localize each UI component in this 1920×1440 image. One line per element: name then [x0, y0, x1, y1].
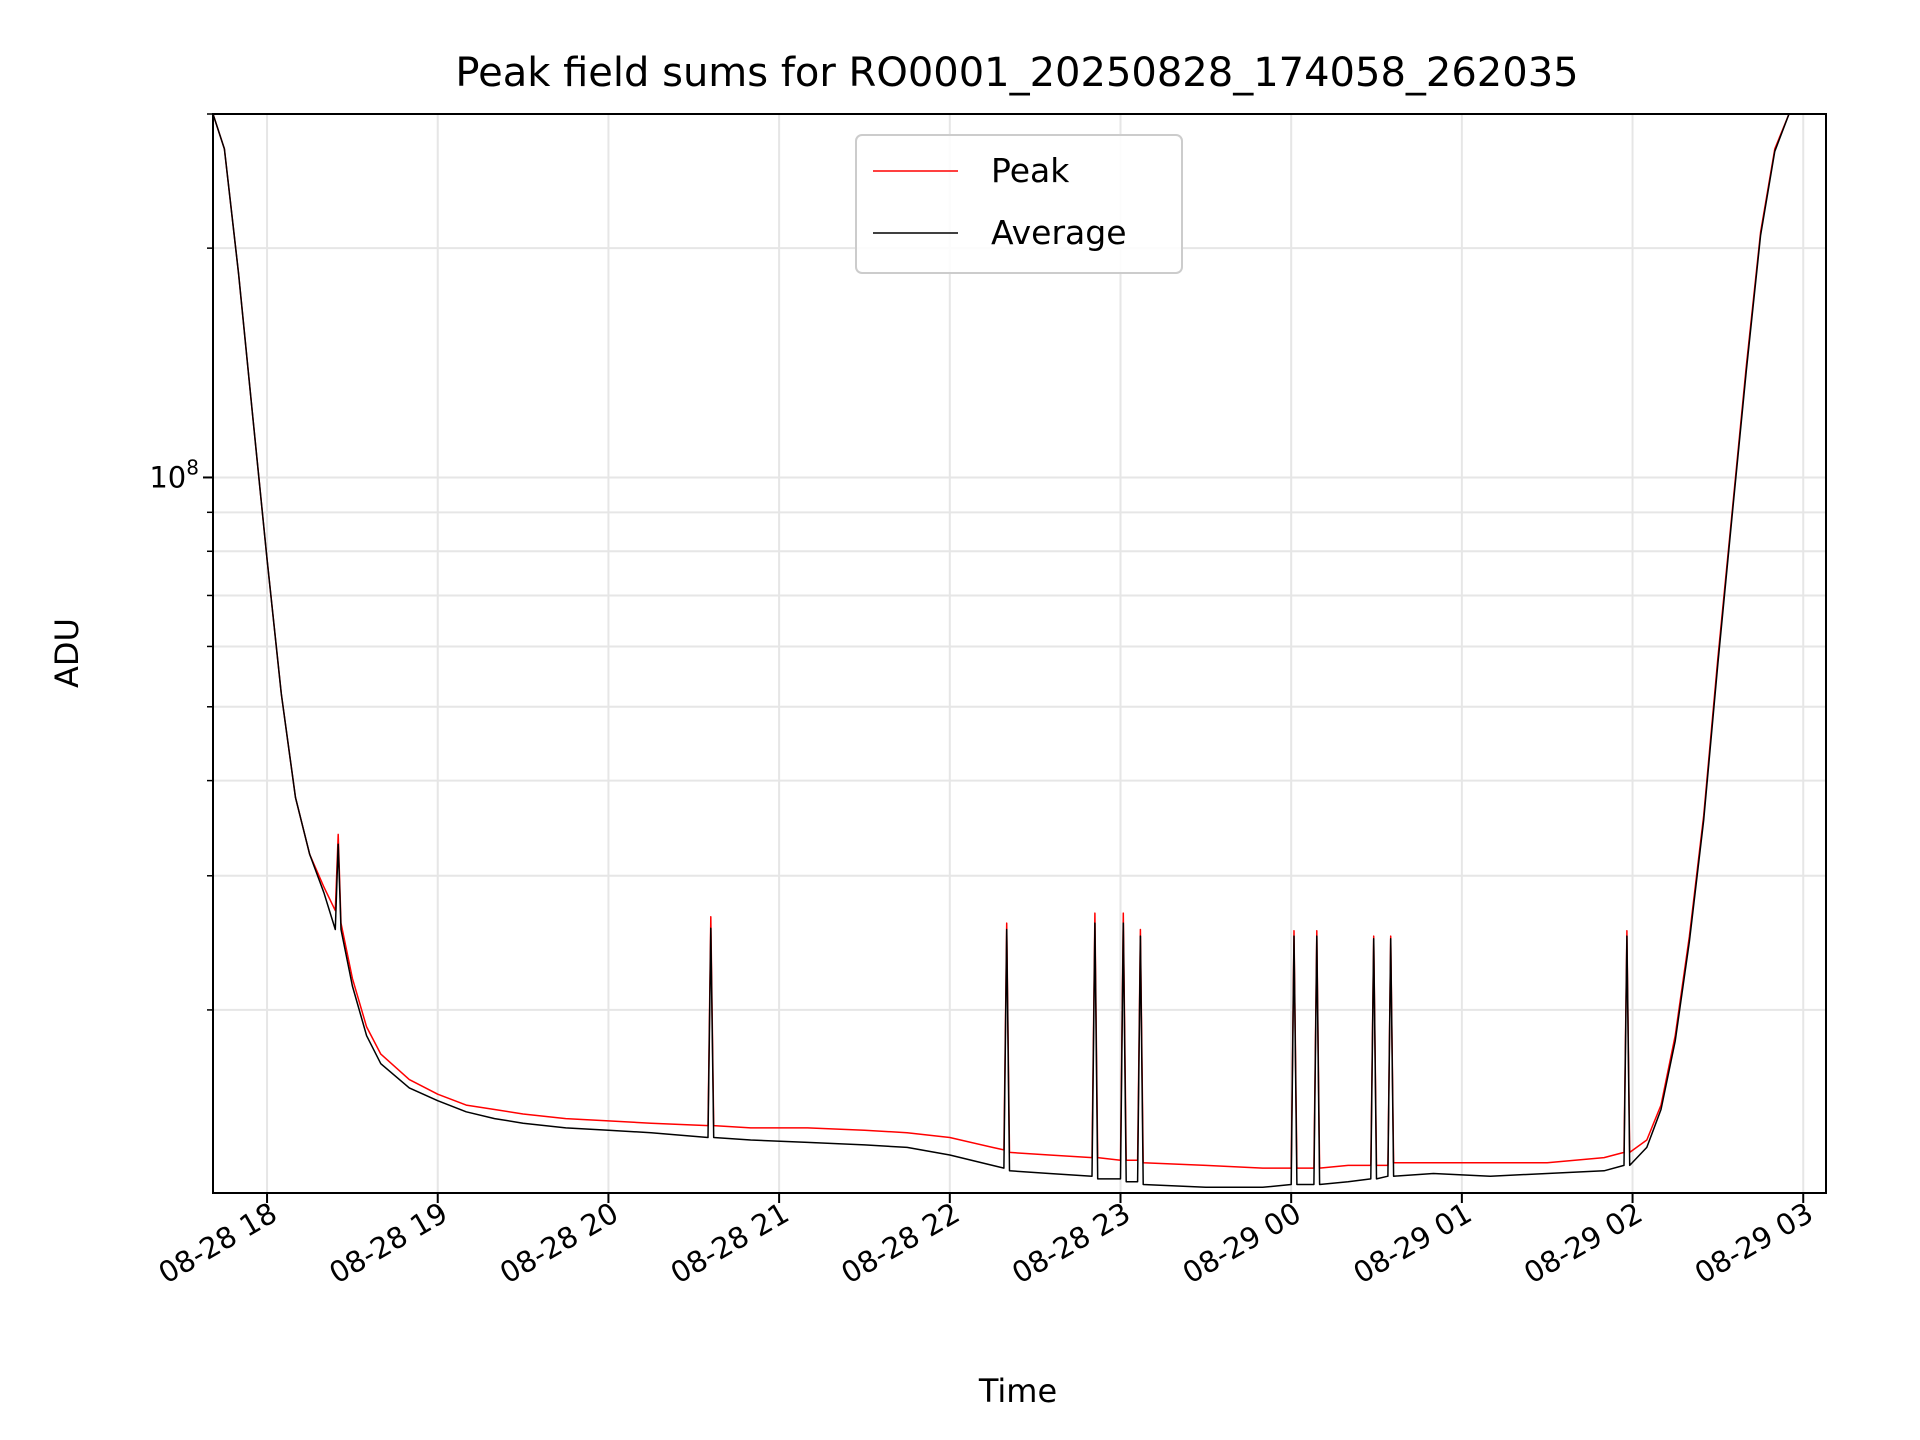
series-line-average — [213, 114, 1798, 1189]
y-tick-label-base: 10 — [149, 460, 186, 494]
legend: Peak Average — [855, 134, 1183, 274]
y-axis-label: ADU — [48, 618, 86, 688]
plot-frame — [212, 113, 1827, 1194]
legend-label-peak: Peak — [991, 151, 1070, 190]
legend-box — [855, 134, 1183, 274]
y-tick-label: 108 — [149, 455, 199, 494]
grid — [213, 113, 1826, 1193]
x-axis-label: Time — [978, 1372, 1057, 1410]
y-axis: 108 — [149, 113, 213, 1011]
y-tick-label-exponent: 8 — [186, 455, 199, 479]
series-layer — [213, 114, 1798, 1189]
legend-label-average: Average — [991, 213, 1127, 252]
chart-title: Peak field sums for RO0001_20250828_1740… — [455, 50, 1578, 96]
